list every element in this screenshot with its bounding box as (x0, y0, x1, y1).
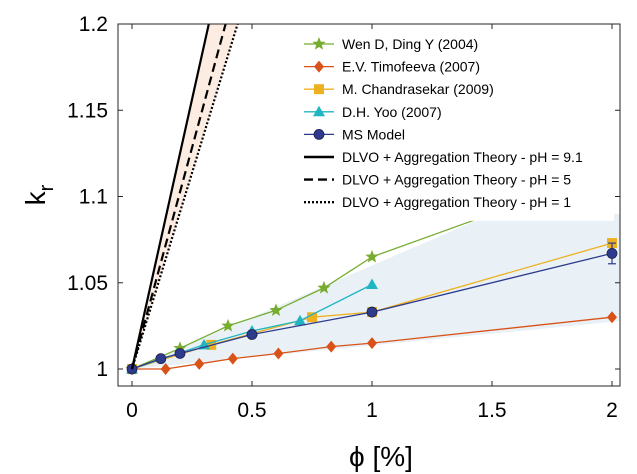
plot-frame (117, 23, 621, 387)
data-point (606, 248, 618, 259)
data-point (366, 306, 378, 318)
legend-label: DLVO + Aggregation Theory - pH = 1 (342, 194, 571, 210)
data-point (367, 337, 377, 350)
x-axis-label: ϕ [%] (349, 441, 413, 472)
legend-marker (312, 37, 326, 50)
legend-entry-6: DLVO + Aggregation Theory - pH = 9.1 (304, 149, 583, 165)
legend-entry-4: D.H. Yoo (2007) (304, 104, 442, 120)
legend-label: DLVO + Aggregation Theory - pH = 5 (342, 172, 571, 188)
legend-label: MS Model (342, 126, 405, 142)
legend-marker (313, 128, 325, 140)
data-point (173, 341, 187, 354)
y-tick-label: 1.05 (67, 272, 108, 295)
data-point (326, 340, 337, 353)
svg-text:kr: kr (20, 184, 58, 205)
series-line (130, 24, 239, 370)
data-point (307, 312, 317, 323)
data-point (221, 318, 235, 332)
series-line (132, 316, 613, 370)
legend: Wen D, Ding Y (2004) E.V. Timofeeva (2007… (296, 32, 614, 221)
x-tick-label: 2 (606, 399, 618, 422)
data-point (365, 249, 379, 263)
legend-entry-2: E.V. Timofeeva (2007) (304, 59, 480, 75)
legend-entry-3: M. Chandrasekar (2009) (304, 81, 494, 97)
data-point (194, 357, 205, 370)
y-tick-label: 1 (96, 358, 108, 381)
x-tick-label: 1.5 (477, 399, 506, 422)
data-point (155, 353, 167, 365)
legend-label: Wen D, Ding Y (2004) (342, 36, 478, 52)
legend-label: D.H. Yoo (2007) (342, 104, 442, 120)
y-tick-label: 1.1 (79, 186, 108, 209)
legend-label: DLVO + Aggregation Theory - pH = 9.1 (342, 149, 583, 165)
y-axis-label-subscript: r (36, 184, 58, 191)
data-point (174, 348, 186, 359)
series-line (130, 24, 227, 370)
legend-entry-1: Wen D, Ding Y (2004) (304, 36, 478, 52)
legend-entry-5: MS Model (304, 126, 405, 142)
legend-entry-8: DLVO + Aggregation Theory - pH = 1 (304, 194, 571, 210)
y-tick-label: 1.15 (67, 99, 108, 122)
series-line (130, 24, 210, 370)
data-point (607, 311, 617, 324)
axes: 0 0.5 1 1.5 2 1 1.05 1.1 1.15 1.2 (67, 13, 621, 422)
legend-background (296, 32, 614, 221)
y-axis-label-main: k (20, 190, 51, 205)
data-point (246, 329, 258, 340)
x-tick-label: 0 (126, 399, 138, 422)
data-point (294, 314, 306, 326)
x-tick-label: 0.5 (237, 399, 266, 422)
data-point (227, 352, 238, 365)
series-8 (130, 24, 239, 370)
legend-label: E.V. Timofeeva (2007) (342, 59, 480, 75)
legend-marker (314, 60, 324, 73)
legend-entry-7: DLVO + Aggregation Theory - pH = 5 (304, 172, 571, 188)
legend-label: M. Chandrasekar (2009) (342, 81, 494, 97)
data-point (317, 280, 331, 294)
data-point (269, 303, 283, 317)
y-tick-label: 1.2 (79, 13, 108, 36)
legend-marker (314, 84, 324, 95)
x-tick-label: 1 (366, 399, 378, 422)
series-2 (127, 311, 617, 375)
legend-marker (313, 105, 325, 117)
data-point (273, 347, 284, 360)
data-point (160, 363, 171, 375)
series-7 (130, 24, 227, 370)
data-point (366, 278, 378, 289)
series-5 (126, 242, 618, 375)
y-axis-label: kr (20, 184, 58, 205)
series-6 (130, 24, 210, 370)
